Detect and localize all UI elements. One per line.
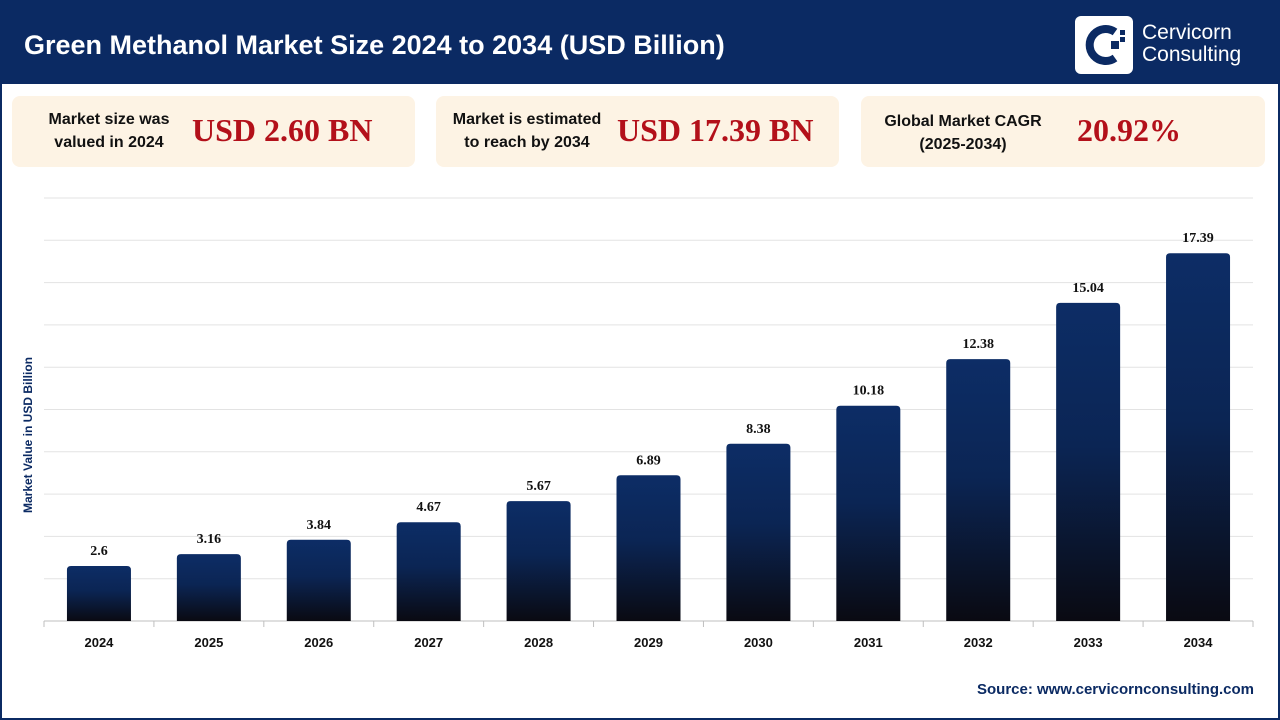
stat-card-label-line-2: (2025-2034): [919, 136, 1007, 153]
bar-2034: [1166, 253, 1231, 621]
page-title: Green Methanol Market Size 2024 to 2034 …: [24, 30, 725, 60]
x-tick-label-2028: 2028: [524, 635, 553, 650]
logo-line-1: Cervicorn: [1142, 21, 1232, 44]
x-axis-ticks: 2024 2025 2026 2027 2028 2029 2030 2031 2032 2033…: [43, 621, 1254, 650]
stat-card-value: USD 17.39 BN: [617, 112, 814, 148]
header-banner: Green Methanol Market Size 2024 to 2034 …: [2, 2, 1278, 84]
x-tick-label-2025: 2025: [194, 635, 223, 650]
stat-card-cagr: Global Market CAGR (2025-2034) 20.92%: [861, 96, 1265, 167]
bar-2027: [396, 522, 461, 621]
stat-card-label-line-1: Global Market CAGR: [884, 113, 1042, 130]
data-label-2031: 10.18: [853, 384, 885, 399]
bar-2025: [176, 554, 241, 621]
data-label-2030: 8.38: [746, 422, 771, 437]
cervicorn-logo-icon: [1075, 16, 1133, 74]
logo-line-2: Consulting: [1142, 43, 1242, 66]
data-label-2033: 15.04: [1072, 281, 1104, 296]
data-label-2027: 4.67: [416, 500, 441, 515]
bar-2031: [836, 405, 901, 621]
stat-card-label-line-2: to reach by 2034: [464, 134, 590, 151]
bars: [66, 253, 1231, 621]
x-tick-label-2034: 2034: [1184, 635, 1214, 650]
data-label-2028: 5.67: [526, 479, 551, 494]
bar-2026: [286, 539, 351, 621]
x-tick-label-2027: 2027: [414, 635, 443, 650]
source-citation: Source: www.cervicornconsulting.com: [976, 681, 1254, 698]
stat-card-label: Market size was valued in 2024: [34, 108, 184, 154]
stat-card-value: 20.92%: [1077, 112, 1181, 148]
data-label-2032: 12.38: [962, 337, 994, 352]
logo-wordmark: Cervicorn Consulting: [1142, 22, 1241, 66]
gridlines: [44, 197, 1253, 622]
bar-2029: [616, 475, 681, 621]
bar-2032: [946, 359, 1011, 621]
x-tick-label-2024: 2024: [84, 635, 114, 650]
data-label-2024: 2.6: [90, 544, 108, 559]
x-tick-label-2032: 2032: [964, 635, 993, 650]
stat-card-label-line-1: Market size was: [48, 111, 170, 128]
stat-card-market-size-2024: Market size was valued in 2024 USD 2.60 …: [12, 96, 415, 167]
x-tick-label-2026: 2026: [304, 635, 333, 650]
data-labels: 2.6 3.16 3.84 4.67 5.67 6.89 8.38 10.18 12.38 15.…: [90, 231, 1214, 559]
stat-card-label: Global Market CAGR (2025-2034): [875, 110, 1051, 156]
data-label-2025: 3.16: [197, 532, 222, 547]
bar-2033: [1056, 302, 1121, 621]
stat-card-value: USD 2.60 BN: [192, 112, 373, 148]
data-label-2029: 6.89: [636, 453, 661, 468]
stat-card-label-line-1: Market is estimated: [452, 111, 602, 128]
bar-2024: [66, 566, 131, 621]
x-tick-label-2033: 2033: [1074, 635, 1103, 650]
stat-card-market-size-2034: Market is estimated to reach by 2034 USD…: [436, 96, 839, 167]
x-tick-label-2031: 2031: [854, 635, 883, 650]
stat-card-label-line-2: valued in 2024: [54, 134, 164, 151]
x-tick-label-2029: 2029: [634, 635, 663, 650]
stat-card-label: Market is estimated to reach by 2034: [442, 108, 612, 154]
data-label-2034: 17.39: [1182, 231, 1214, 246]
data-label-2026: 3.84: [307, 518, 332, 533]
bar-2028: [506, 501, 571, 621]
x-tick-label-2030: 2030: [744, 635, 773, 650]
bar-2030: [726, 443, 791, 621]
